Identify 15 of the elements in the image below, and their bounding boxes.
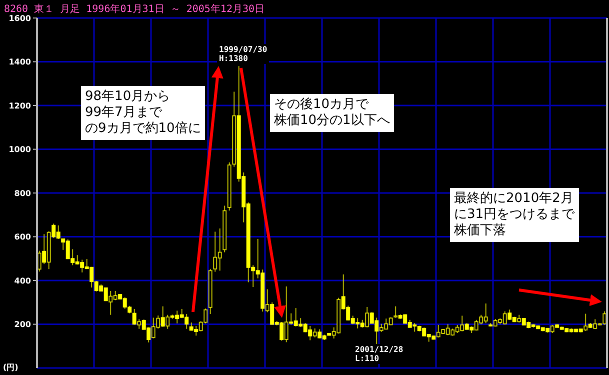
y-tick-label: 400 bbox=[14, 276, 32, 286]
chart-title: 8260 東１ 月足 1996年01月31日 ～ 2005年12月30日 bbox=[4, 2, 265, 15]
y-tick-label: 200 bbox=[14, 320, 32, 330]
y-tick-label: 1000 bbox=[8, 145, 32, 154]
y-tick-label: 800 bbox=[14, 188, 32, 198]
annotation: 2001/12/28 L:110 bbox=[355, 345, 404, 363]
y-tick-label: 600 bbox=[14, 232, 32, 242]
y-tick-label: 1200 bbox=[8, 101, 32, 110]
annotation: その後10カ月で株価10分の1以下へ bbox=[274, 97, 390, 129]
annotation: 98年10月から99年7月までの9カ月で約10倍に bbox=[85, 89, 201, 137]
y-tick-label: 1600 bbox=[8, 14, 32, 23]
annotation: 1999/07/30 H:1380 bbox=[219, 45, 268, 63]
y-tick-label: 1400 bbox=[8, 58, 32, 67]
y-axis-title: (円) bbox=[3, 362, 18, 373]
annotation: 最終的に2010年2月に31円をつけるまで株価下落 bbox=[454, 191, 575, 239]
